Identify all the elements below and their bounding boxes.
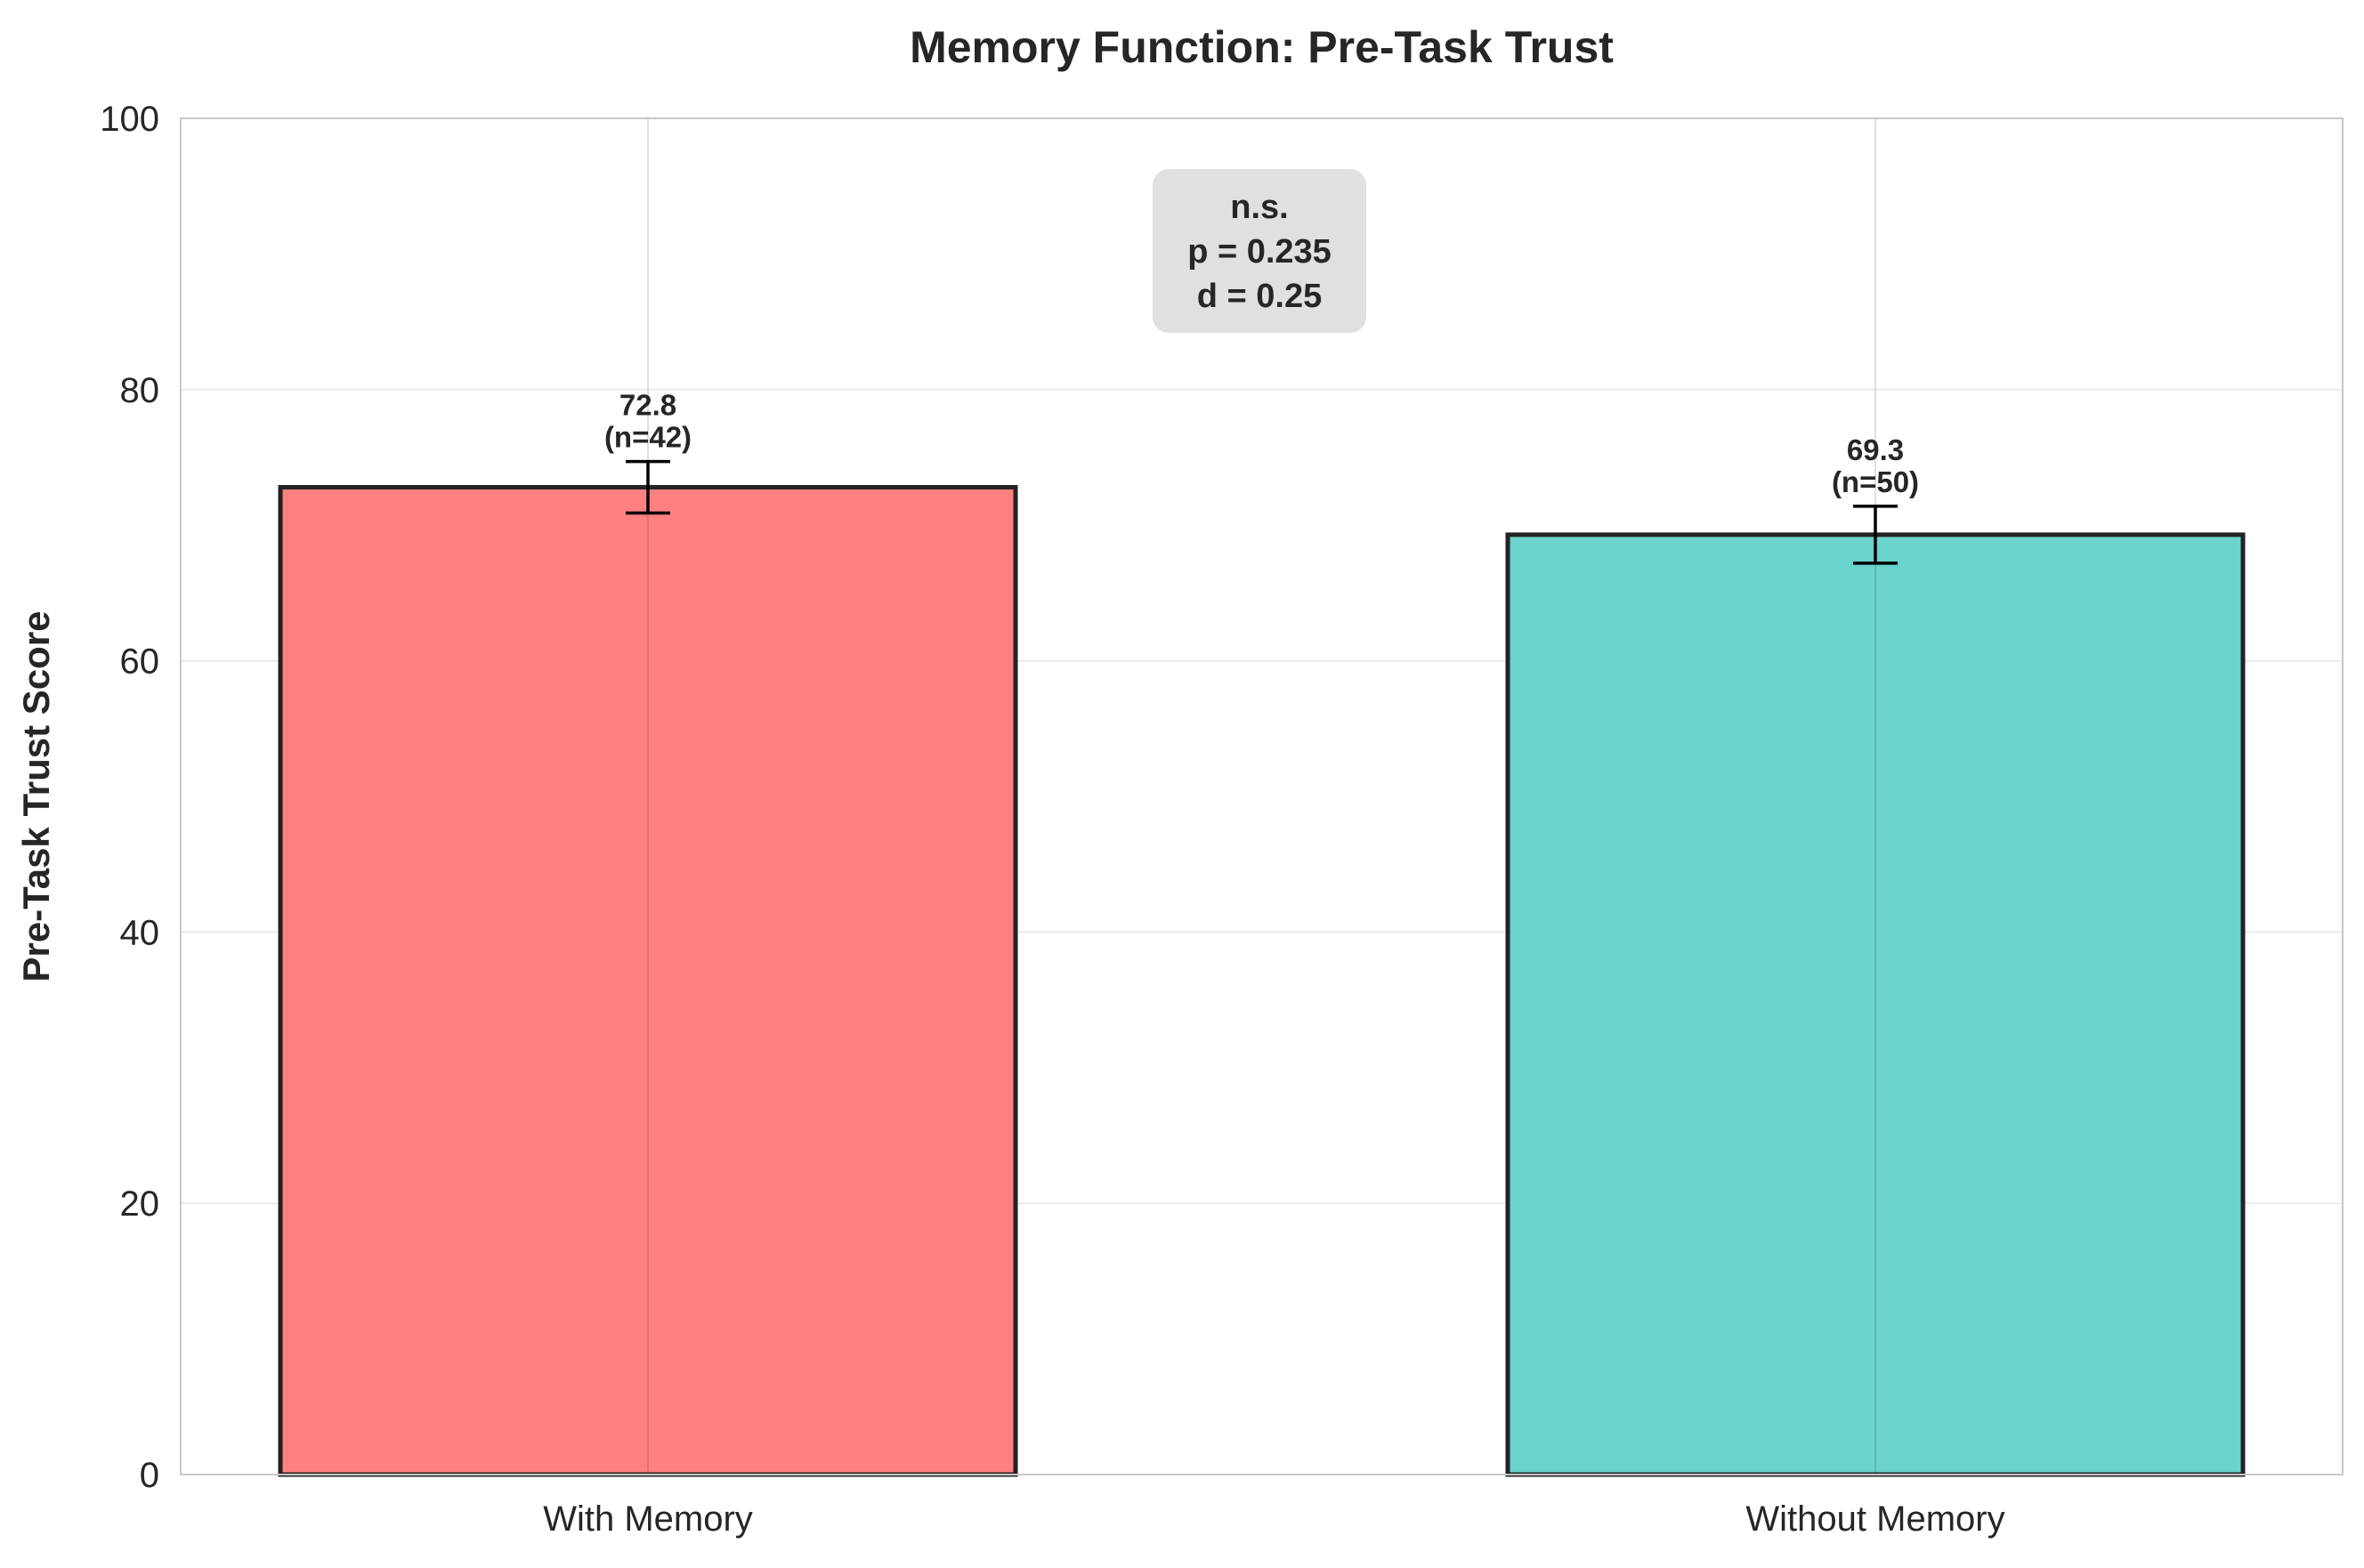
bar-value-label: 69.3 (1847, 433, 1904, 466)
y-tick-label: 20 (120, 1184, 160, 1224)
bars (278, 485, 2246, 1477)
bar-n-label: (n=42) (604, 421, 692, 454)
y-tick-label: 60 (120, 643, 160, 682)
bar-1 (278, 485, 1018, 1477)
bar-value-labels: 72.8(n=42) 69.3(n=50) (604, 389, 1919, 498)
bar-n-label: (n=50) (1832, 465, 1919, 498)
error-bars (626, 118, 1898, 1475)
stats-box (1153, 169, 1366, 333)
plot-frame (180, 117, 2344, 1475)
x-tick-label: Without Memory (1745, 1499, 2004, 1539)
y-ticks: 0 20 40 60 80 100 (100, 100, 159, 1495)
bar-2 (1505, 532, 2246, 1477)
stats-line: n.s. (1230, 189, 1288, 226)
y-tick-label: 100 (100, 100, 159, 139)
x-tick-label: With Memory (543, 1499, 753, 1539)
bar-value-label: 72.8 (619, 389, 676, 422)
x-ticks: With Memory Without Memory (543, 1499, 2004, 1539)
stats-line: p = 0.235 (1187, 233, 1332, 271)
stats-line: d = 0.25 (1197, 278, 1322, 315)
y-tick-label: 80 (120, 371, 160, 410)
stats-annotation: n.s. p = 0.235 d = 0.25 (1153, 169, 1366, 333)
y-tick-label: 40 (120, 913, 160, 952)
y-axis-label: Pre-Task Trust Score (15, 610, 57, 982)
y-tick-label: 0 (140, 1456, 159, 1495)
chart-title: Memory Function: Pre-Task Trust (910, 22, 1614, 72)
